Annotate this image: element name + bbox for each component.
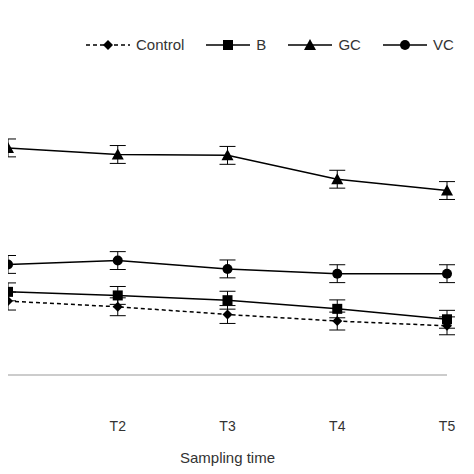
svg-text:T5: T5	[439, 418, 456, 434]
svg-text:T4: T4	[329, 418, 346, 434]
html-text:Control: Control	[136, 36, 185, 53]
html-text:GC: GC	[338, 36, 361, 53]
svg-text:Sampling time: Sampling time	[180, 449, 275, 466]
html-text:B: B	[256, 36, 267, 53]
svg-text:T3: T3	[219, 418, 236, 434]
html-text:VC: VC	[432, 36, 454, 53]
svg-text:T2: T2	[110, 418, 127, 434]
